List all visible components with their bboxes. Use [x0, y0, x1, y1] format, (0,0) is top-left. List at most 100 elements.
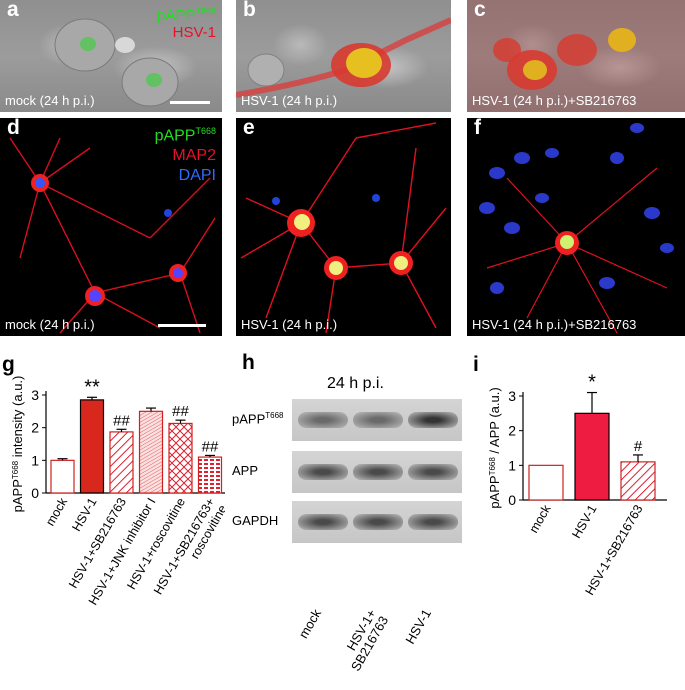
y-axis-label: pAPPT668 intensity (a.u.)	[10, 376, 25, 513]
blot-row-label: GAPDH	[232, 513, 278, 528]
y-tick-label: 3	[508, 388, 516, 404]
panel-c: c HSV-1 (24 h p.i.)+SB216763	[467, 0, 685, 112]
blot-band	[353, 464, 403, 480]
y-label-sup: T668	[488, 457, 497, 476]
blot-strip	[292, 501, 462, 543]
blot-lane-label: mock	[295, 606, 325, 641]
bar	[50, 459, 75, 494]
blot-lane-label: HSV-1	[402, 606, 435, 647]
category-label-line: mock	[527, 502, 554, 536]
condition-label: HSV-1 (24 h p.i.)+SB216763	[472, 317, 637, 332]
panel-b: b HSV-1 (24 h p.i.)	[236, 0, 451, 112]
stain-label-papp: pAPP	[157, 7, 196, 24]
blot-lane-label: HSV-1+ SB216763	[343, 606, 392, 674]
stain-sup: T668	[195, 126, 216, 136]
y-tick-label: 2	[31, 420, 39, 436]
panel-d: d pAPPT668 MAP2 DAPI mock (24 h p.i.)	[0, 118, 222, 336]
y-label-main: pAPP	[10, 479, 25, 512]
y-axis-label: pAPPT668 / APP (a.u.)	[487, 387, 502, 508]
y-label-tail: intensity (a.u.)	[10, 376, 25, 461]
significance-label: #	[634, 438, 643, 455]
category-label-line: HSV-1	[569, 502, 599, 540]
bar	[574, 412, 610, 501]
stain-label-map2: MAP2	[172, 147, 216, 165]
panel-letter: d	[7, 118, 20, 139]
panel-a: a pAPPT668 HSV-1 mock (24 h p.i.)	[0, 0, 222, 112]
blot-row-label-sup: T668	[265, 411, 284, 420]
bar	[168, 422, 193, 494]
panel-b-cells	[236, 17, 451, 98]
stain-sup: T668	[195, 6, 216, 16]
panel-e-neurons	[240, 122, 447, 334]
y-label-sup: T668	[11, 460, 20, 479]
y-tick-label: 1	[31, 452, 39, 468]
blot-row-label-text: GAPDH	[232, 513, 279, 528]
blot-strip	[292, 399, 462, 441]
significance-label: **	[84, 376, 100, 398]
blot-band	[408, 514, 458, 530]
blot-band	[353, 412, 403, 428]
y-tick-label: 1	[508, 457, 516, 473]
blot-row-label: APP	[232, 463, 258, 478]
blot-band	[408, 464, 458, 480]
significance-label: ##	[202, 438, 219, 455]
category-label-line: HSV-1	[69, 495, 99, 533]
category-label: mock	[527, 502, 554, 536]
significance-label: ##	[172, 403, 189, 420]
category-label: HSV-1	[569, 502, 599, 540]
significance-label: *	[588, 372, 596, 394]
panel-f: f HSV-1 (24 h p.i.)+SB216763	[467, 118, 685, 336]
blot-row-label-text: APP	[232, 463, 259, 478]
blot-title: 24 h p.i.	[327, 375, 384, 392]
panel-c-cells	[467, 0, 685, 112]
bar	[197, 456, 223, 494]
panel-e: e HSV-1 (24 h p.i.)	[236, 118, 451, 336]
condition-label: mock (24 h p.i.)	[5, 93, 95, 108]
bar	[79, 399, 105, 494]
scale-bar	[170, 101, 210, 104]
category-label: HSV-1	[69, 495, 99, 533]
panel-letter: c	[474, 0, 486, 21]
category-label: HSV-1+SB216763+roscovitine	[151, 495, 225, 604]
panel-letter: f	[474, 118, 481, 139]
stain-label-dapi: DAPI	[178, 167, 216, 185]
blot-strip	[292, 451, 462, 493]
category-label: mock	[43, 495, 70, 529]
blot-row-label: pAPPT668	[232, 411, 283, 426]
panel-letter-i: i	[473, 353, 479, 376]
condition-label: mock (24 h p.i.)	[5, 317, 95, 332]
category-label-line: mock	[43, 495, 70, 529]
bar	[620, 461, 656, 501]
y-tick-label: 3	[31, 387, 39, 403]
blot-band	[353, 514, 403, 530]
stain-legend: pAPPT668 MAP2 DAPI	[155, 121, 216, 186]
panel-letter-h: h	[242, 351, 255, 374]
blot-panel-h: h 24 h p.i. pAPPT668 APP GAPDH mock HSV-1+ …	[232, 347, 462, 674]
blot-row-label-text: pAPP	[232, 411, 266, 427]
y-label-tail: / APP (a.u.)	[487, 387, 502, 457]
panel-f-neurons	[479, 123, 674, 334]
chart-g: g 0 1 2 3 pAPPT668 intensity (a.u.) mock ** HSV…	[2, 353, 225, 607]
stain-label-papp: pAPP	[154, 127, 196, 145]
blot-band	[298, 412, 348, 428]
scale-bar	[158, 324, 206, 327]
condition-label: HSV-1 (24 h p.i.)	[241, 93, 338, 108]
bar	[109, 431, 134, 494]
blot-band	[298, 464, 348, 480]
stain-label-hsv1: HSV-1	[172, 24, 216, 41]
stain-legend: pAPPT668 HSV-1	[157, 3, 216, 41]
y-tick-label: 0	[508, 492, 516, 508]
blot-band	[298, 514, 348, 530]
panel-d-neurons	[9, 137, 216, 334]
significance-label: ##	[113, 412, 130, 429]
y-tick-label: 2	[508, 423, 516, 439]
y-label-main: pAPP	[487, 475, 502, 508]
panel-letter: a	[7, 0, 19, 21]
panel-letter: e	[243, 118, 255, 139]
condition-label: HSV-1 (24 h p.i.)+SB216763	[472, 93, 637, 108]
panel-a-cells	[54, 18, 179, 107]
condition-label: HSV-1 (24 h p.i.)	[241, 317, 338, 332]
y-tick-label: 0	[31, 485, 39, 501]
bar	[528, 464, 564, 501]
